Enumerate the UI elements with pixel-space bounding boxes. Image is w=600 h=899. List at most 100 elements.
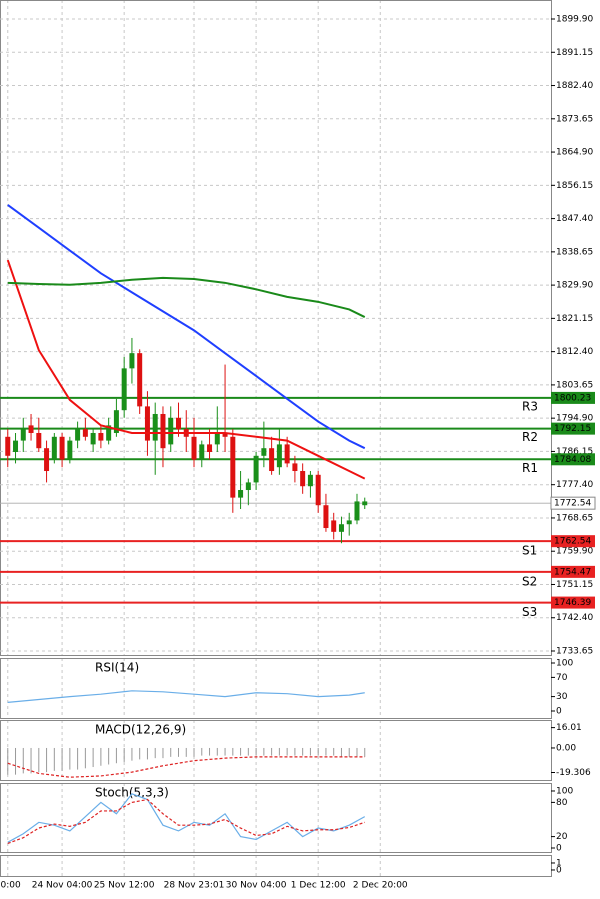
candle-body (90, 432, 96, 445)
y-tick-label: 1899.90 (556, 15, 593, 25)
price-tag-label: 1746.39 (554, 598, 591, 608)
x-tick-label: 25 Nov 12:00 (94, 881, 155, 891)
candle-body (338, 524, 344, 532)
candle-body (261, 448, 267, 456)
candle-body (207, 444, 213, 452)
y-tick-label: 1856.15 (556, 181, 593, 191)
indicator-title: MACD(12,26,9) (95, 723, 186, 737)
price-tag (551, 596, 595, 609)
x-tick-label: 28 Nov 23:01 (164, 881, 225, 891)
candle-body (168, 417, 174, 445)
panel-frame (0, 783, 552, 853)
panel-frame (0, 0, 552, 656)
y-tick-label: 1768.65 (556, 513, 593, 523)
candle-body (36, 432, 42, 449)
candle-body (238, 490, 244, 498)
y-tick-label: 1733.65 (556, 647, 593, 657)
y-tick-label: 20 (556, 832, 568, 842)
y-tick-label: 0.00 (556, 743, 576, 753)
candle-body (300, 471, 306, 487)
y-tick-label: 1759.90 (556, 547, 593, 557)
candle-body (245, 482, 251, 491)
price-tag-label: 1754.47 (554, 567, 591, 577)
y-tick-label: 1873.65 (556, 114, 593, 124)
candle-body (175, 417, 181, 430)
price-tag (550, 496, 596, 510)
candle-body (160, 413, 166, 449)
y-tick-label: 1864.90 (556, 148, 593, 158)
price-tag (551, 565, 595, 578)
indicator-title: Stoch(5,3,3) (95, 786, 169, 800)
y-tick-label: 80 (556, 798, 568, 808)
x-tick-label: 30 Nov 04:00 (226, 881, 287, 891)
candle-body (67, 440, 73, 460)
y-tick-label: 30 (556, 692, 568, 702)
candle-body (199, 444, 205, 460)
level-label: S3 (522, 605, 537, 619)
panel-frame (0, 855, 552, 877)
price-tag-label: 1792.15 (554, 424, 591, 434)
price-tag-label: 1784.08 (554, 455, 591, 465)
y-tick-label: 1794.90 (556, 414, 593, 424)
price-tag (551, 453, 595, 466)
level-label: R2 (522, 430, 538, 444)
panel-frame (0, 720, 552, 781)
y-tick-label: 1777.40 (556, 480, 593, 490)
y-tick-label: 100 (556, 658, 573, 668)
y-tick-label: 1803.65 (556, 380, 593, 390)
candle-body (191, 436, 197, 460)
candle-body (354, 501, 360, 521)
y-tick-label: 16.01 (556, 723, 582, 733)
x-tick-label: 24 Nov 04:00 (32, 881, 93, 891)
candle-body (121, 368, 127, 411)
candle-body (284, 444, 290, 464)
indicator-line (7, 204, 366, 450)
level-label: S2 (522, 574, 537, 588)
candle-body (51, 436, 57, 460)
y-tick-label: 0 (556, 706, 562, 716)
candle-body (230, 436, 236, 498)
candle-body (222, 432, 228, 437)
candle-body (113, 410, 119, 433)
candle-body (269, 448, 275, 472)
y-tick-label: 1742.40 (556, 613, 593, 623)
y-tick-label: 1786.15 (556, 447, 593, 457)
candle-body (253, 455, 259, 483)
y-tick-label: 1838.65 (556, 247, 593, 257)
price-tag (551, 535, 595, 548)
y-tick-label: 0 (556, 844, 562, 854)
y-tick-label: 0 (556, 865, 562, 875)
candle-body (214, 432, 220, 445)
level-label: R3 (522, 399, 538, 413)
candle-body (98, 432, 104, 441)
panel-frame (0, 658, 552, 719)
price-tag-label: 1800.23 (554, 393, 591, 403)
candle-body (144, 406, 150, 441)
indicator-title: RSI(14) (95, 661, 139, 675)
candle-body (276, 444, 282, 468)
x-tick-label: 2 Dec 20:00 (353, 881, 408, 891)
candle-body (331, 520, 337, 532)
candle-body (346, 520, 352, 525)
y-tick-label: 1 (556, 858, 562, 868)
y-tick-label: 1882.40 (556, 81, 593, 91)
level-label: S1 (522, 544, 537, 558)
y-tick-label: 1821.15 (556, 314, 593, 324)
y-tick-label: 1751.15 (556, 580, 593, 590)
y-tick-label: 1812.40 (556, 347, 593, 357)
candle-body (362, 501, 368, 506)
price-tag (551, 391, 595, 404)
price-tag-label: 1762.54 (554, 537, 591, 547)
candle-body (106, 425, 112, 441)
candle-body (20, 429, 26, 441)
indicator-line (7, 793, 366, 843)
y-tick-label: 1847.40 (556, 214, 593, 224)
candle-body (307, 474, 313, 487)
candle-body (28, 425, 34, 433)
price-tag (551, 422, 595, 435)
y-tick-label: 1891.15 (556, 48, 593, 58)
level-label: R1 (522, 461, 538, 475)
candle-body (75, 429, 81, 441)
candle-body (323, 505, 329, 529)
